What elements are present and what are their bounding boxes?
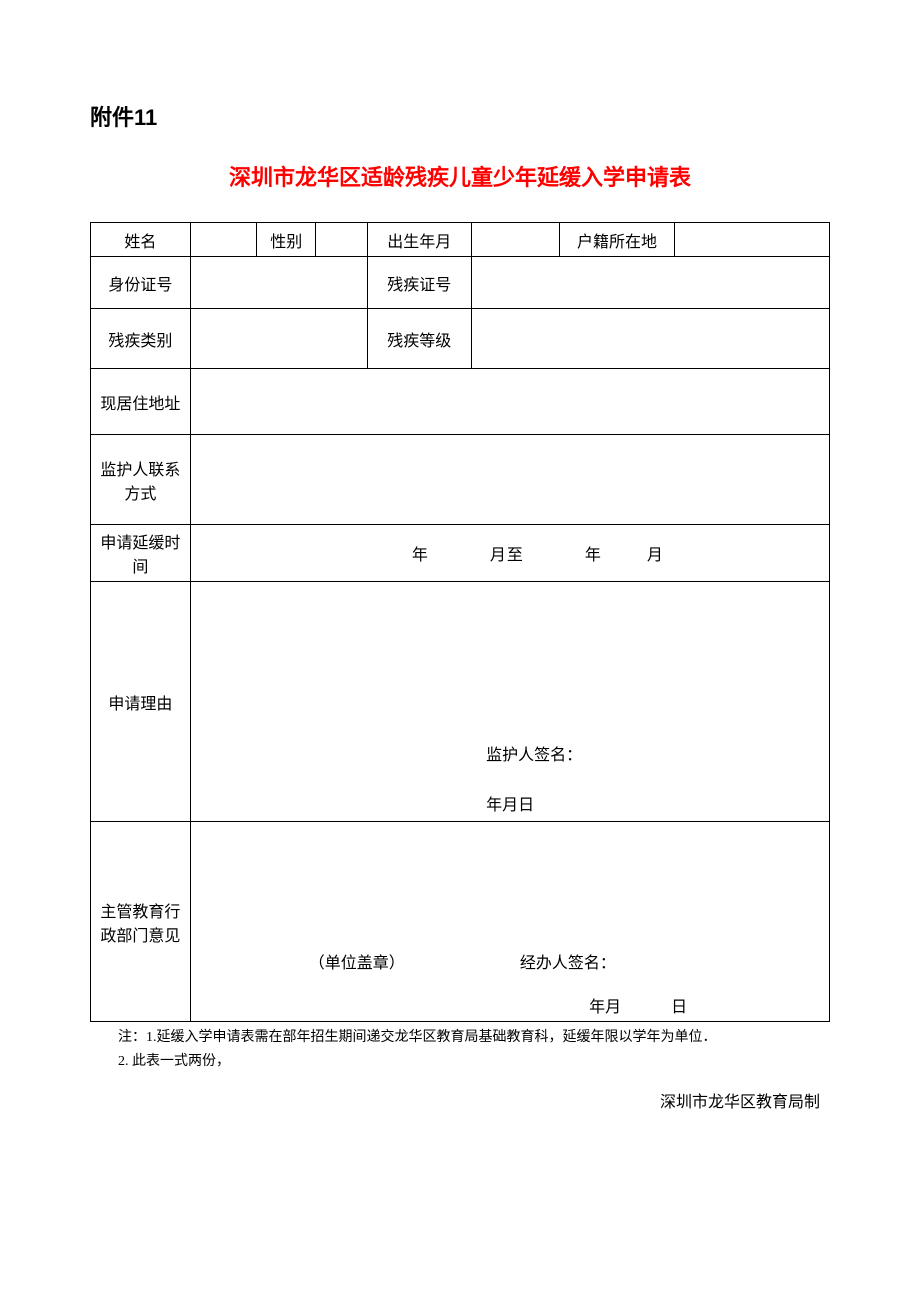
label-reason: 申请理由 — [91, 582, 191, 822]
value-disability-type — [190, 309, 367, 369]
value-guardian-contact — [190, 435, 829, 525]
label-disability-type: 残疾类别 — [91, 309, 191, 369]
row-reason: 申请理由 监护人签名： 年月日 — [91, 582, 830, 822]
period-year2-label: 年 — [585, 547, 602, 564]
notes-block: 注：1.延缓入学申请表需在部年招生期间递交龙华区教育局基础教育科，延缓年限以学年… — [90, 1026, 830, 1074]
value-disability-level — [471, 309, 829, 369]
reason-date-label: 年月日 — [486, 791, 829, 815]
value-address — [190, 369, 829, 435]
row-id: 身份证号 残疾证号 — [91, 257, 830, 309]
period-month2-label: 月 — [647, 547, 664, 564]
value-defer-period: 年 月至 年 月 — [190, 525, 829, 582]
label-id-number: 身份证号 — [91, 257, 191, 309]
period-year1-label: 年 — [412, 547, 429, 564]
label-defer-period: 申请延缓时间 — [91, 525, 191, 582]
label-address: 现居住地址 — [91, 369, 191, 435]
row-authority-opinion: 主管教育行政部门意见 （单位盖章）经办人签名： 年月日 — [91, 822, 830, 1022]
value-name — [190, 223, 257, 257]
value-household — [674, 223, 829, 257]
label-authority-opinion: 主管教育行政部门意见 — [91, 822, 191, 1022]
label-gender: 性别 — [257, 223, 316, 257]
period-month1-label: 月至 — [490, 547, 524, 564]
opinion-day-label: 日 — [631, 993, 771, 1017]
note-2: 2. 此表一式两份， — [118, 1050, 830, 1074]
label-birth: 出生年月 — [368, 223, 471, 257]
opinion-ym-label: 年月 — [248, 993, 631, 1017]
value-disability-cert — [471, 257, 829, 309]
value-reason: 监护人签名： 年月日 — [190, 582, 829, 822]
row-address: 现居住地址 — [91, 369, 830, 435]
guardian-sign-label: 监护人签名： — [486, 741, 829, 765]
row-disability: 残疾类别 残疾等级 — [91, 309, 830, 369]
opinion-date-row: 年月日 — [191, 993, 829, 1017]
row-guardian-contact: 监护人联系方式 — [91, 435, 830, 525]
value-authority-opinion: （单位盖章）经办人签名： 年月日 — [190, 822, 829, 1022]
footer-issuer: 深圳市龙华区教育局制 — [90, 1088, 830, 1112]
value-id-number — [190, 257, 367, 309]
attachment-label: 附件11 — [90, 100, 830, 132]
label-disability-cert: 残疾证号 — [368, 257, 471, 309]
label-household: 户籍所在地 — [560, 223, 675, 257]
opinion-sign-row: （单位盖章）经办人签名： — [191, 949, 829, 973]
row-basic-1: 姓名 性别 出生年月 户籍所在地 — [91, 223, 830, 257]
application-form-table: 姓名 性别 出生年月 户籍所在地 身份证号 残疾证号 残疾类别 残疾等级 现居住… — [90, 222, 830, 1022]
row-defer-period: 申请延缓时间 年 月至 年 月 — [91, 525, 830, 582]
stamp-label: （单位盖章） — [204, 949, 510, 973]
label-disability-level: 残疾等级 — [368, 309, 471, 369]
label-name: 姓名 — [91, 223, 191, 257]
form-title: 深圳市龙华区适龄残疾儿童少年延缓入学申请表 — [90, 160, 830, 192]
note-1: 注：1.延缓入学申请表需在部年招生期间递交龙华区教育局基础教育科，延缓年限以学年… — [118, 1026, 830, 1050]
document-page: 附件11 深圳市龙华区适龄残疾儿童少年延缓入学申请表 姓名 性别 出生年月 户籍… — [0, 0, 920, 1172]
reason-signature-block: 监护人签名： 年月日 — [446, 741, 829, 815]
handler-sign-label: 经办人签名： — [510, 949, 816, 973]
label-guardian-contact: 监护人联系方式 — [91, 435, 191, 525]
value-birth — [471, 223, 560, 257]
value-gender — [316, 223, 368, 257]
